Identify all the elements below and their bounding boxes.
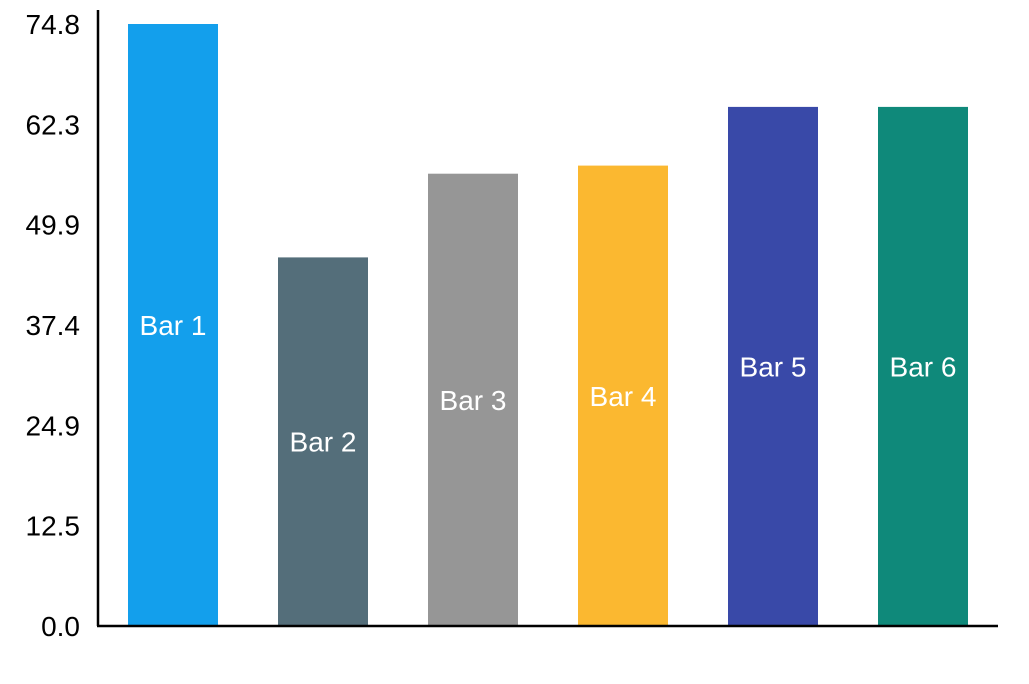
y-tick-label-2: 24.9 [26,411,81,442]
bar-3 [428,173,518,626]
y-tick-label-1: 12.5 [26,510,81,541]
y-tick-label-3: 37.4 [26,310,81,341]
bar-5 [728,106,818,626]
bar-label-4: Bar 4 [590,381,657,412]
y-tick-label-4: 49.9 [26,209,81,240]
bar-4 [578,165,668,626]
bar-label-3: Bar 3 [440,385,507,416]
bar-label-1: Bar 1 [140,310,207,341]
y-tick-label-0: 0.0 [41,611,80,642]
bar-6 [878,106,968,626]
bar-label-2: Bar 2 [290,427,357,458]
bars-group [128,24,968,626]
bar-2 [278,257,368,626]
y-tick-label-5: 62.3 [26,110,81,141]
bar-labels-group: Bar 1 Bar 2 Bar 3 Bar 4 Bar 5 Bar 6 [140,310,957,458]
y-axis-ticks: 0.0 12.5 24.9 37.4 49.9 62.3 74.8 [26,9,81,642]
y-tick-label-6: 74.8 [26,9,81,40]
bar-label-5: Bar 5 [740,351,807,382]
bar-label-6: Bar 6 [890,351,957,382]
bar-1 [128,24,218,626]
